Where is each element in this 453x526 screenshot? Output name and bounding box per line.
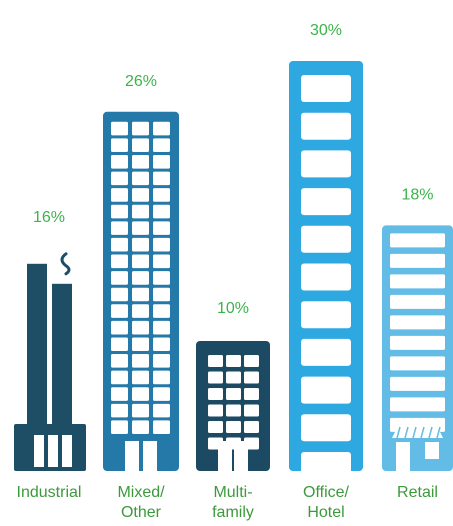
category-label-line: Industrial bbox=[16, 484, 82, 501]
category-label: Retail bbox=[368, 483, 453, 503]
value-label: 26% bbox=[125, 73, 157, 90]
value-label: 30% bbox=[310, 22, 342, 39]
value-label: 10% bbox=[217, 300, 249, 317]
category-label-line: Office/ bbox=[303, 484, 349, 501]
category-label-line: Retail bbox=[397, 484, 438, 501]
category-label: Mixed/Other bbox=[91, 483, 191, 523]
bar-office-hotel bbox=[289, 61, 363, 479]
bar-retail bbox=[382, 225, 453, 471]
bar-mixed-other bbox=[103, 111, 179, 472]
bar-industrial bbox=[14, 252, 86, 471]
category-label-line: family bbox=[212, 504, 254, 521]
bar-multi-family bbox=[196, 341, 270, 471]
category-label-line: Multi- bbox=[213, 484, 253, 501]
value-label: 18% bbox=[401, 186, 433, 203]
category-label-line: Other bbox=[120, 504, 161, 521]
category-label: Office/Hotel bbox=[276, 483, 376, 523]
category-label: Industrial bbox=[0, 483, 99, 503]
category-label-line: Hotel bbox=[307, 504, 345, 521]
value-label: 16% bbox=[33, 209, 65, 226]
category-label-line: Mixed/ bbox=[117, 484, 165, 501]
category-label: Multi-family bbox=[183, 483, 283, 523]
